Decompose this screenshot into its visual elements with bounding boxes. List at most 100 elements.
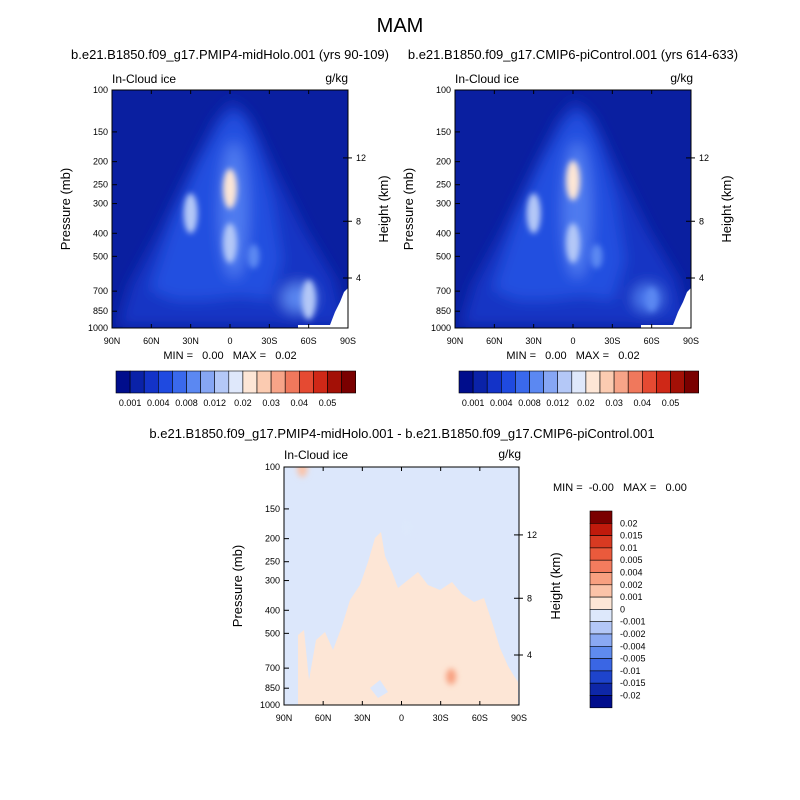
panel-1: 90N 60N 30N 0 30S 60S 90S 100 150 200 250 300 400 500…: [58, 71, 391, 408]
panel-2-min-max: MIN = 0.00 MAX = 0.02: [506, 350, 639, 362]
colorbar-swatch: [589, 609, 613, 623]
colorbar-swatch: [472, 370, 488, 394]
colorbar-swatch: [298, 370, 314, 394]
colorbar-swatch: [458, 370, 474, 394]
height-tick-label: 12: [699, 153, 709, 163]
colorbar-label: -0.01: [620, 666, 641, 676]
panel-1-blobs: [183, 168, 316, 320]
panel-2-plot-area: [455, 90, 691, 328]
colorbar-swatch: [589, 522, 613, 536]
x-tick-label: 60S: [644, 336, 660, 346]
y-tick-label: 300: [436, 199, 451, 209]
x-tick-label: 90N: [447, 336, 464, 346]
colorbar-label: 0.001: [119, 398, 142, 408]
colorbar-label: 0.03: [605, 398, 623, 408]
x-tick-label: 0: [227, 336, 232, 346]
colorbar-label: 0.015: [620, 531, 643, 541]
colorbar-swatch: [613, 370, 629, 394]
panel-2-title: b.e21.B1850.f09_g17.CMIP6-piControl.001 …: [408, 47, 738, 62]
colorbar-swatch: [158, 370, 173, 394]
colorbar-swatch: [284, 370, 300, 394]
colorbar-swatch: [543, 370, 558, 394]
colorbar-swatch: [529, 370, 544, 394]
colorbar-swatch: [670, 370, 685, 394]
field-feature: [566, 160, 580, 201]
panel-1-colorbar: 0.001 0.004 0.008 0.012 0.02 0.03 0.04 0.05: [115, 370, 357, 408]
x-tick-label: 90N: [276, 713, 293, 723]
y-tick-label: 850: [93, 306, 108, 316]
colorbar-swatch: [172, 370, 187, 394]
diff-variable-label: In-Cloud ice: [284, 448, 348, 462]
panel-2-units-label: g/kg: [670, 71, 693, 85]
x-tick-label: 30S: [433, 713, 449, 723]
y-tick-label: 700: [93, 286, 108, 296]
colorbar-label: -0.015: [620, 678, 646, 688]
x-tick-label: 30S: [604, 336, 620, 346]
panel-1-title: b.e21.B1850.f09_g17.PMIP4-midHolo.001 (y…: [71, 47, 389, 62]
y-tick-label: 250: [265, 557, 280, 567]
diff-colorbar: 0.02 0.015 0.01 0.005 0.004 0.002 0.001 0 -0.001…: [589, 510, 646, 709]
x-tick-label: 30N: [525, 336, 542, 346]
colorbar-label: 0.001: [620, 592, 643, 602]
y-tick-label: 250: [93, 180, 108, 190]
x-tick-label: 0: [570, 336, 575, 346]
diff-panel: 90N 60N 30N 0 30S 60S 90S 100 150 200 250 300 400 500…: [230, 447, 687, 723]
diff-panel-axes: 90N 60N 30N 0 30S 60S 90S 100 150 200 250 300 400 500…: [260, 462, 537, 723]
panel-1-plot-area: [112, 90, 348, 328]
panel-2-axes: 90N 60N 30N 0 30S 60S 90S 100 150 200 250 300 400 500…: [431, 85, 709, 346]
diff-panel-title: b.e21.B1850.f09_g17.PMIP4-midHolo.001 - …: [149, 426, 654, 441]
colorbar-swatch: [589, 572, 613, 586]
x-tick-label: 0: [399, 713, 404, 723]
y-tick-label: 400: [93, 228, 108, 238]
field-feature: [223, 168, 237, 209]
y-tick-label: 400: [436, 228, 451, 238]
x-tick-label: 60N: [486, 336, 503, 346]
field-feature: [247, 244, 260, 269]
colorbar-swatch: [143, 370, 159, 394]
x-tick-label: 90N: [104, 336, 121, 346]
y-tick-label: 500: [265, 628, 280, 638]
panel-1-axes: 90N 60N 30N 0 30S 60S 90S 100 150 200 250 300 400 500…: [88, 85, 366, 346]
diff-positive-region: [298, 532, 518, 705]
colorbar-swatch: [589, 596, 613, 610]
y-tick-label: 150: [93, 127, 108, 137]
colorbar-label: -0.004: [620, 641, 646, 651]
height-tick-label: 12: [527, 530, 537, 540]
field-feature: [590, 244, 603, 269]
x-tick-label: 60N: [143, 336, 160, 346]
height-tick-label: 8: [527, 593, 532, 603]
colorbar-label: 0.008: [518, 398, 541, 408]
colorbar-label: 0.03: [262, 398, 280, 408]
y-tick-label: 850: [265, 683, 280, 693]
x-tick-label: 90S: [340, 336, 356, 346]
y-tick-label: 1000: [260, 700, 280, 710]
colorbar-label: 0.008: [175, 398, 198, 408]
height-tick-label: 4: [699, 273, 704, 283]
colorbar-swatch: [115, 370, 131, 394]
y-tick-label: 850: [436, 306, 451, 316]
diff-panel-plot-area: [284, 467, 519, 705]
field-feature: [526, 193, 541, 234]
field-feature: [223, 223, 237, 264]
colorbar-swatch: [589, 547, 613, 561]
y-tick-label: 300: [93, 199, 108, 209]
colorbar-swatch: [200, 370, 216, 394]
colorbar-swatch: [327, 370, 342, 394]
x-tick-label: 90S: [683, 336, 699, 346]
diff-anomalies: [297, 467, 457, 685]
colorbar-swatch: [571, 370, 587, 394]
panel-1-variable-label: In-Cloud ice: [112, 72, 176, 86]
colorbar-swatch: [656, 370, 671, 394]
field-feature: [566, 223, 580, 264]
y-tick-label: 150: [436, 127, 451, 137]
y-tick-label: 500: [93, 251, 108, 261]
colorbar-swatch: [242, 370, 258, 394]
colorbar-swatch: [129, 370, 145, 394]
colorbar-swatch: [228, 370, 244, 394]
colorbar-swatch: [599, 370, 615, 394]
colorbar-swatch: [341, 370, 357, 394]
colorbar-label: 0.012: [546, 398, 569, 408]
colorbar-swatch: [684, 370, 699, 394]
colorbar-swatch: [589, 670, 613, 684]
